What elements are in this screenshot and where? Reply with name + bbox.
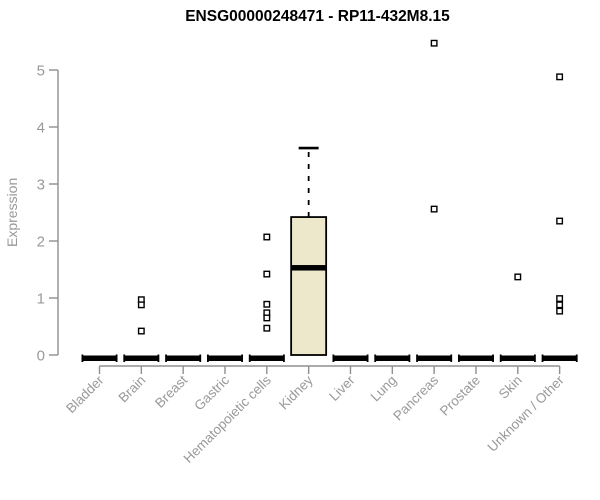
category-label: Unknown / Other [485,372,568,455]
zero-bar [332,355,368,361]
outlier-point [430,205,438,213]
y-tick-label: 3 [37,177,45,194]
y-tick-label: 4 [37,120,45,137]
category-label: Breast [152,372,190,410]
y-tick-label: 1 [37,291,45,308]
median-line [291,265,327,271]
outlier-point [263,300,271,308]
outlier-point [430,39,438,47]
outlier-point [556,295,564,303]
outlier-point [556,307,564,315]
zero-bar [123,355,159,361]
box [290,216,328,356]
y-tick-label: 5 [37,63,45,80]
zero-bar [207,355,243,361]
zero-bar [249,355,285,361]
outlier-point [556,217,564,225]
zero-bar [458,355,494,361]
y-tick-label: 2 [37,234,45,251]
zero-bar [500,355,536,361]
category-label: Brain [116,373,149,406]
zero-bar [374,355,410,361]
outlier-point [137,327,145,335]
outlier-point [263,233,271,241]
outlier-point [556,73,564,81]
outlier-point [556,301,564,309]
category-label: Kidney [276,372,316,412]
category-label: Lung [368,373,400,405]
chart-title: ENSG00000248471 - RP11-432M8.15 [185,8,450,25]
outlier-point [263,314,271,322]
outlier-point [263,324,271,332]
category-label: Pancreas [390,372,441,423]
outlier-point [137,301,145,309]
zero-bar [416,355,452,361]
category-label: Skin [496,373,525,402]
outlier-point [514,273,522,281]
outlier-point [263,270,271,278]
zero-bar [165,355,201,361]
y-tick-label: 0 [37,348,45,365]
category-label: Gastric [191,372,232,413]
category-label: Prostate [437,373,483,419]
category-label: Bladder [63,372,107,416]
zero-bar [82,355,117,361]
category-label: Liver [326,372,358,404]
zero-bar [542,355,578,361]
